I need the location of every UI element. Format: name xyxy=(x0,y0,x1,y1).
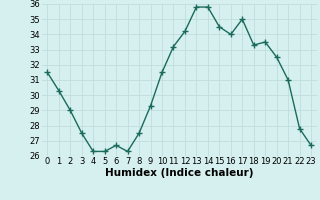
X-axis label: Humidex (Indice chaleur): Humidex (Indice chaleur) xyxy=(105,168,253,178)
